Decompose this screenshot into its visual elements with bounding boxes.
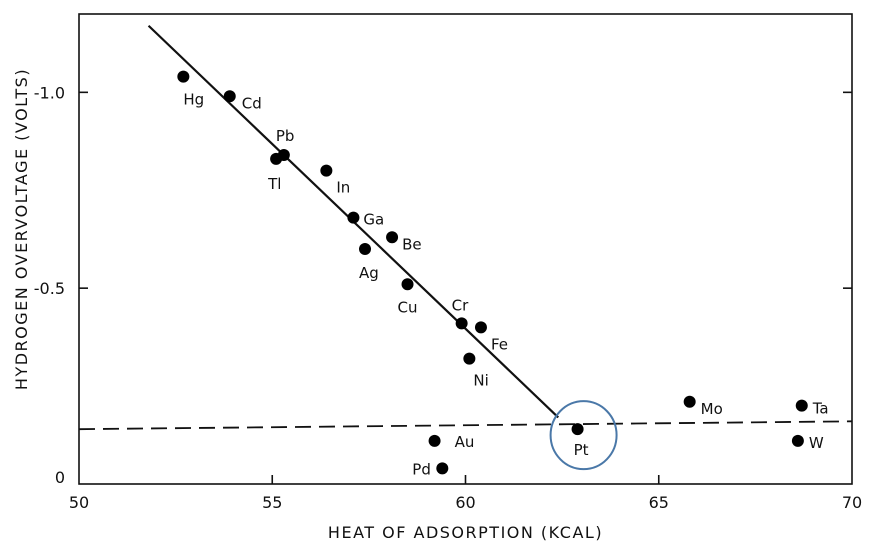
point-label-ga: Ga [363,211,384,229]
data-points: Hg Cd Pb Tl In Ga Be Ag Cu Cr Fe Ni Mo Ta Pt Au W Pd [177,70,829,478]
point-label-cd: Cd [242,94,262,112]
point-label-ag: Ag [359,264,379,282]
point-label-hg: Hg [183,91,204,109]
x-tick-label: 50 [69,493,89,512]
point-label-w: W [809,434,824,452]
data-point-in [320,164,333,177]
data-point-ni [463,352,476,365]
point-label-pd: Pd [412,460,431,478]
y-tick-label: 0 [55,468,65,487]
data-point-fe [474,321,487,334]
point-label-in: In [336,179,350,197]
point-label-mo: Mo [701,400,723,418]
y-axis-title: HYDROGEN OVERVOLTAGE (VOLTS) [12,68,31,390]
data-point-hg [177,70,190,83]
y-tick-label: -0.5 [34,279,65,298]
point-label-ta: Ta [812,400,829,418]
y-tick-label: -1.0 [34,83,65,102]
data-point-ag [359,243,372,255]
data-point-au [428,434,441,447]
data-point-be [386,231,399,244]
reference-line [78,420,853,431]
point-label-pt: Pt [574,441,589,459]
point-label-pb: Pb [276,127,295,145]
point-label-fe: Fe [491,335,508,353]
data-point-cd [223,90,236,103]
point-label-cu: Cu [398,298,418,316]
x-tick-label: 70 [842,493,862,512]
point-label-ni: Ni [473,372,488,390]
data-point-ga [347,211,360,224]
x-tick-label: 65 [649,493,669,512]
point-label-cr: Cr [452,296,469,314]
y-axis: -1.0 -0.5 0 [34,83,852,487]
data-point-tl [270,152,283,165]
data-point-pd [436,462,449,475]
data-point-w [791,434,804,447]
x-tick-label: 55 [262,493,282,512]
x-axis: 50 55 60 65 70 [69,475,862,512]
point-label-be: Be [402,235,422,253]
data-point-cr [455,317,468,330]
data-point-pt [571,423,584,436]
x-axis-title: HEAT OF ADSORPTION (KCAL) [328,523,603,542]
highlight-circle [549,400,618,471]
point-label-au: Au [455,433,475,451]
data-point-ta [795,399,808,412]
point-label-tl: Tl [267,175,281,193]
x-tick-label: 60 [455,493,475,512]
data-point-mo [683,395,696,408]
plot-frame [78,13,853,485]
data-point-cu [401,278,414,291]
